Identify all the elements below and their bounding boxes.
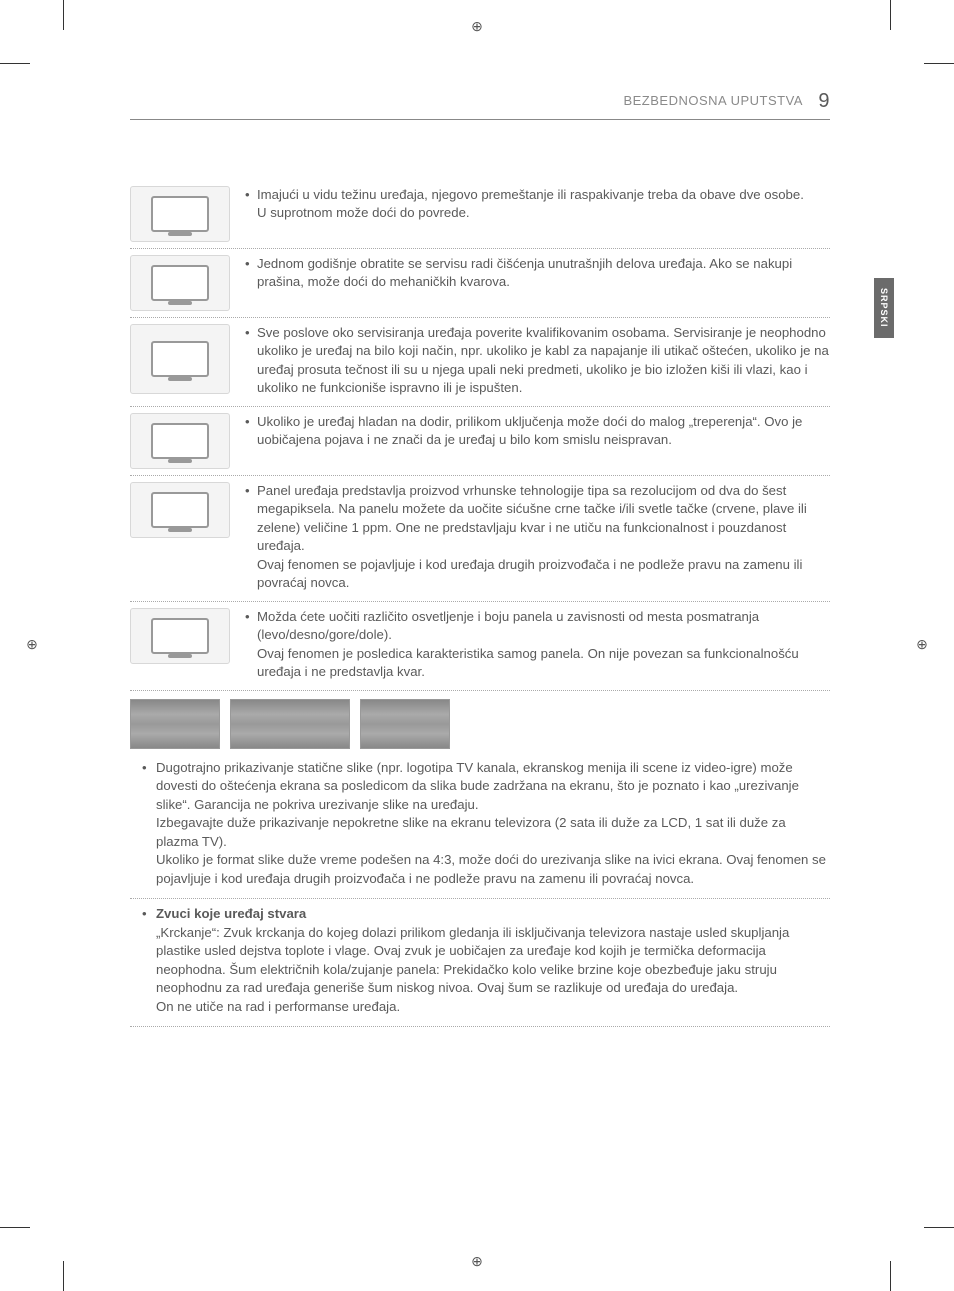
crop-mark-icon — [890, 0, 891, 30]
burn-in-section: Dugotrajno prikazivanje statične slike (… — [130, 753, 830, 899]
viewing-angle-icon — [130, 608, 230, 664]
crop-mark-icon — [0, 63, 30, 64]
sample-image-icon — [230, 699, 350, 749]
safety-text: Jednom godišnje obratite se servisu radi… — [245, 255, 830, 311]
registration-mark-icon: ⊕ — [22, 636, 42, 656]
safety-row: Ukoliko je uređaj hladan na dodir, prili… — [130, 407, 830, 476]
safety-text: Ukoliko je uređaj hladan na dodir, prili… — [245, 413, 830, 469]
illustration-cell — [130, 413, 245, 469]
sample-image-icon — [130, 699, 220, 749]
sounds-section: Zvuci koje uređaj stvara „Krckanje“: Zvu… — [130, 899, 830, 1027]
illustration-cell — [130, 608, 245, 684]
safety-row: Sve poslove oko servisiranja uređaja pov… — [130, 318, 830, 407]
safety-text: Možda ćete uočiti različito osvetljenje … — [245, 608, 830, 684]
illustration-cell — [130, 482, 245, 595]
safety-text: Sve poslove oko servisiranja uređaja pov… — [245, 324, 830, 400]
illustration-cell — [130, 324, 245, 400]
sample-image-icon — [360, 699, 450, 749]
pixel-panel-icon — [130, 482, 230, 538]
page-content: BEZBEDNOSNA UPUTSTVA 9 Imajući u vidu te… — [130, 90, 830, 1027]
illustration-cell — [130, 186, 245, 242]
safety-row: Panel uređaja predstavlja proizvod vrhun… — [130, 476, 830, 602]
safety-row: Imajući u vidu težinu uređaja, njegovo p… — [130, 180, 830, 249]
sounds-body: „Krckanje“: Zvuk krckanja do kojeg dolaz… — [156, 925, 789, 1014]
sounds-heading: Zvuci koje uređaj stvara — [156, 906, 306, 921]
crop-mark-icon — [890, 1261, 891, 1291]
safety-text: Panel uređaja predstavlja proizvod vrhun… — [245, 482, 830, 595]
crop-mark-icon — [63, 0, 64, 30]
registration-mark-icon: ⊕ — [467, 18, 487, 38]
service-technician-icon — [130, 324, 230, 394]
list-item: Jednom godišnje obratite se servisu radi… — [245, 255, 830, 292]
list-item: Imajući u vidu težinu uređaja, njegovo p… — [245, 186, 830, 223]
registration-mark-icon: ⊕ — [467, 1253, 487, 1273]
crop-mark-icon — [924, 63, 954, 64]
list-item: Sve poslove oko servisiranja uređaja pov… — [245, 324, 830, 398]
section-title: BEZBEDNOSNA UPUTSTVA — [623, 93, 802, 108]
two-people-carry-icon — [130, 186, 230, 242]
language-tab: SRPSKI — [874, 278, 894, 338]
page-number: 9 — [818, 90, 830, 112]
crop-mark-icon — [924, 1227, 954, 1228]
crop-mark-icon — [0, 1227, 30, 1228]
list-item: Panel uređaja predstavlja proizvod vrhun… — [245, 482, 830, 593]
cleaning-service-icon — [130, 255, 230, 311]
list-item: Dugotrajno prikazivanje statične slike (… — [130, 759, 830, 888]
list-item: Možda ćete uočiti različito osvetljenje … — [245, 608, 830, 682]
registration-mark-icon: ⊕ — [912, 636, 932, 656]
illustration-cell — [130, 255, 245, 311]
list-item: Zvuci koje uređaj stvara „Krckanje“: Zvu… — [130, 905, 830, 1016]
safety-row: Jednom godišnje obratite se servisu radi… — [130, 249, 830, 318]
safety-text: Imajući u vidu težinu uređaja, njegovo p… — [245, 186, 830, 242]
cold-device-icon — [130, 413, 230, 469]
page-header: BEZBEDNOSNA UPUTSTVA 9 — [130, 90, 830, 120]
crop-mark-icon — [63, 1261, 64, 1291]
list-item: Ukoliko je uređaj hladan na dodir, prili… — [245, 413, 830, 450]
sample-images — [130, 691, 830, 753]
safety-row: Možda ćete uočiti različito osvetljenje … — [130, 602, 830, 691]
